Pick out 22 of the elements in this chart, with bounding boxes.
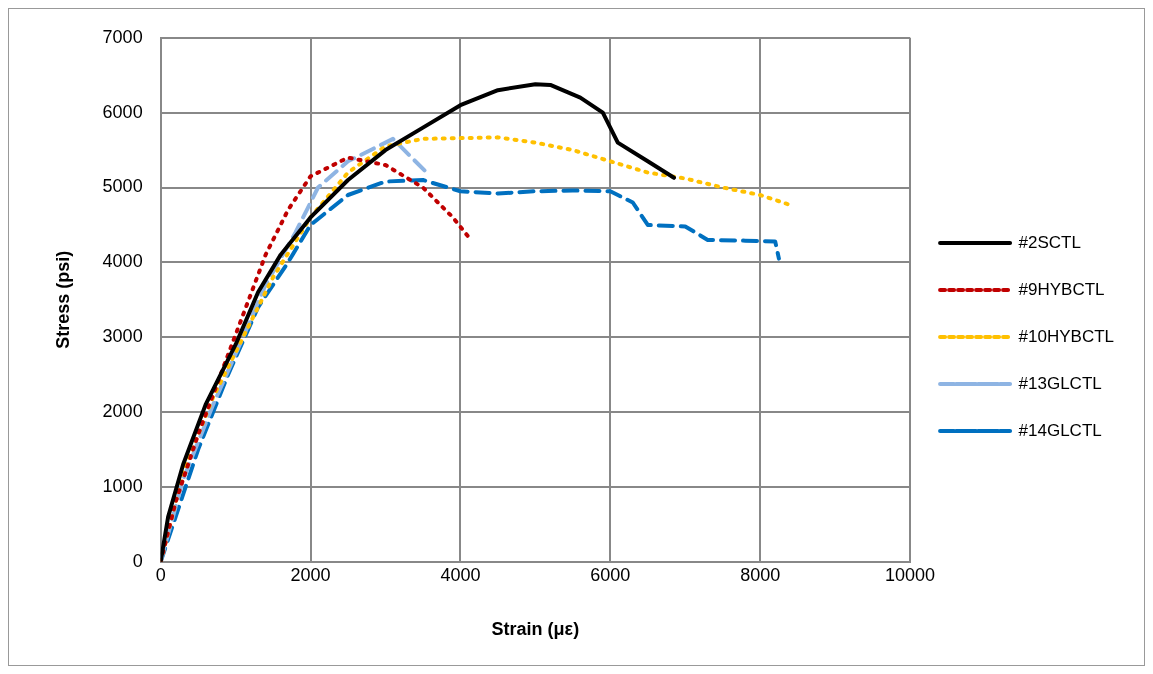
y-tick-label: 3000 [102,326,143,347]
x-tick-label: 10000 [885,564,936,585]
legend-label: #10HYBCTL [1018,326,1114,346]
legend-label: #9HYBCTL [1018,279,1105,299]
x-axis-title: Strain (με) [491,619,580,640]
x-tick-label: 2000 [290,564,331,585]
y-tick-label: 6000 [102,101,143,122]
y-tick-label: 7000 [102,26,143,47]
x-tick-label: 8000 [740,564,781,585]
legend-label: #13GLCTL [1018,373,1102,393]
line-series [160,136,429,562]
y-tick-label: 2000 [102,401,143,422]
y-tick-label: 4000 [102,251,143,272]
legend-label: #2SCTL [1018,232,1081,252]
y-tick-label: 5000 [102,176,143,197]
legend-label: #14GLCTL [1018,420,1102,440]
y-tick-label: 0 [132,550,143,571]
y-tick-label: 1000 [102,475,143,496]
x-tick-label: 6000 [590,564,631,585]
y-axis-title: Stress (psi) [52,250,73,349]
x-tick-label: 4000 [440,564,481,585]
x-tick-label: 0 [155,564,166,585]
